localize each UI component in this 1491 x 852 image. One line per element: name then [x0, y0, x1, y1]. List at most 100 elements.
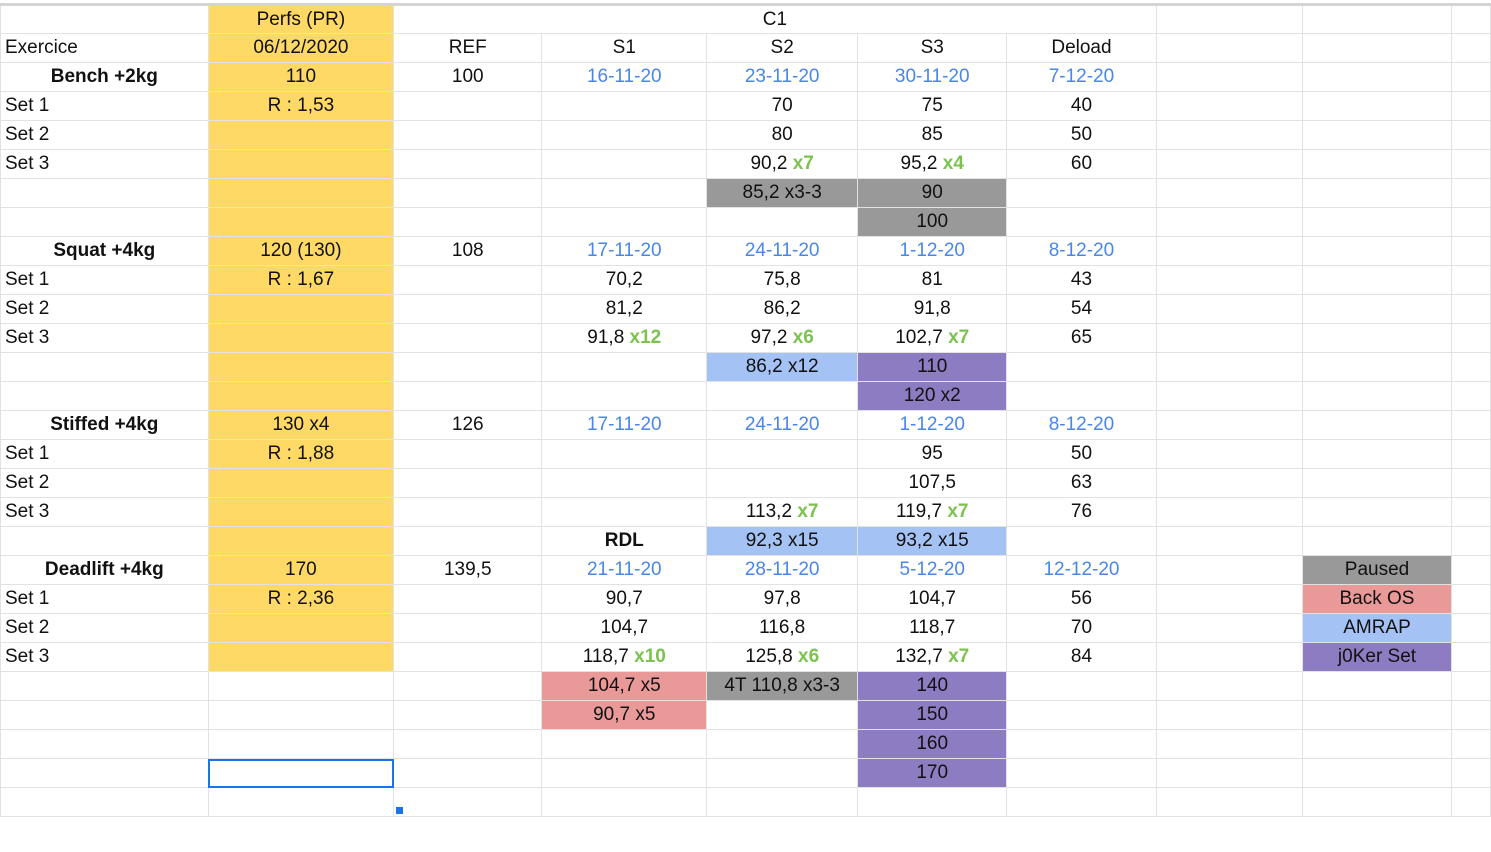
cell-C21[interactable]: [393, 584, 543, 614]
cell-I25[interactable]: [1301, 700, 1453, 730]
cell-F25[interactable]: 150: [857, 700, 1008, 730]
cell-B4[interactable]: R : 1,53: [207, 91, 395, 121]
cell-F23[interactable]: 132,7 x7: [857, 642, 1008, 672]
cell-G24[interactable]: [1006, 671, 1157, 701]
cell-C23[interactable]: [393, 642, 543, 672]
cell-E13[interactable]: 86,2 x12: [706, 352, 859, 382]
cell-H18[interactable]: [1155, 497, 1303, 527]
cell-A22[interactable]: Set 2: [0, 613, 209, 643]
cell-H13[interactable]: [1155, 352, 1303, 382]
cell-I15[interactable]: [1301, 410, 1453, 440]
cell-E24[interactable]: 4T 110,8 x3-3: [706, 671, 859, 701]
cell-G26[interactable]: [1006, 729, 1157, 759]
cell-J21[interactable]: [1451, 584, 1491, 614]
cell-A25[interactable]: [0, 700, 209, 730]
cell-I28[interactable]: [1301, 787, 1453, 817]
cell-C17[interactable]: [393, 468, 543, 498]
cell-G19[interactable]: [1006, 526, 1157, 556]
cell-G13[interactable]: [1006, 352, 1157, 382]
cell-G6[interactable]: 60: [1006, 149, 1157, 179]
cell-F6[interactable]: 95,2 x4: [857, 149, 1008, 179]
cell-G18[interactable]: 76: [1006, 497, 1157, 527]
cell-D10[interactable]: 70,2: [541, 265, 708, 295]
cell-H22[interactable]: [1155, 613, 1303, 643]
cell-I21[interactable]: Back OS: [1301, 584, 1453, 614]
cell-D26[interactable]: [541, 729, 708, 759]
cell-D21[interactable]: 90,7: [541, 584, 708, 614]
cell-C28[interactable]: [393, 787, 543, 817]
cell-B16[interactable]: R : 1,88: [207, 439, 395, 469]
cell-B6[interactable]: [207, 149, 395, 179]
cell-I3[interactable]: [1301, 62, 1453, 92]
cell-F27[interactable]: 170: [857, 758, 1008, 788]
cell-G5[interactable]: 50: [1006, 120, 1157, 150]
cell-B8[interactable]: [207, 207, 395, 237]
cell-I22[interactable]: AMRAP: [1301, 613, 1453, 643]
cell-I12[interactable]: [1301, 323, 1453, 353]
cell-I19[interactable]: [1301, 526, 1453, 556]
cell-F16[interactable]: 95: [857, 439, 1008, 469]
cell-I23[interactable]: j0Ker Set: [1301, 642, 1453, 672]
cell-F13[interactable]: 110: [857, 352, 1008, 382]
cell-E2[interactable]: S2: [706, 33, 859, 63]
cell-A5[interactable]: Set 2: [0, 120, 209, 150]
cell-C20[interactable]: 139,5: [393, 555, 543, 585]
cell-G15[interactable]: 8-12-20: [1006, 410, 1157, 440]
cell-D12[interactable]: 91,8 x12: [541, 323, 708, 353]
cell-I8[interactable]: [1301, 207, 1453, 237]
cell-D25[interactable]: 90,7 x5: [541, 700, 708, 730]
cell-E8[interactable]: [706, 207, 859, 237]
cell-A17[interactable]: Set 2: [0, 468, 209, 498]
cell-A13[interactable]: [0, 352, 209, 382]
cell-F9[interactable]: 1-12-20: [857, 236, 1008, 266]
cell-D8[interactable]: [541, 207, 708, 237]
cell-A12[interactable]: Set 3: [0, 323, 209, 353]
cell-D18[interactable]: [541, 497, 708, 527]
cell-E22[interactable]: 116,8: [706, 613, 859, 643]
cell-I5[interactable]: [1301, 120, 1453, 150]
cell-A14[interactable]: [0, 381, 209, 411]
cell-F8[interactable]: 100: [857, 207, 1008, 237]
cell-H12[interactable]: [1155, 323, 1303, 353]
cell-D6[interactable]: [541, 149, 708, 179]
cell-C5[interactable]: [393, 120, 543, 150]
cell-G4[interactable]: 40: [1006, 91, 1157, 121]
cell-F22[interactable]: 118,7: [857, 613, 1008, 643]
cell-J24[interactable]: [1451, 671, 1491, 701]
cell-C2[interactable]: REF: [393, 33, 543, 63]
cell-E16[interactable]: [706, 439, 859, 469]
cell-B24[interactable]: [207, 671, 395, 701]
cell-B18[interactable]: [207, 497, 395, 527]
cell-F17[interactable]: 107,5: [857, 468, 1008, 498]
cell-E17[interactable]: [706, 468, 859, 498]
cell-G20[interactable]: 12-12-20: [1006, 555, 1157, 585]
cell-J4[interactable]: [1451, 91, 1491, 121]
cell-F18[interactable]: 119,7 x7: [857, 497, 1008, 527]
cell-C7[interactable]: [393, 178, 543, 208]
cell-E9[interactable]: 24-11-20: [706, 236, 859, 266]
cell-A18[interactable]: Set 3: [0, 497, 209, 527]
cell-E25[interactable]: [706, 700, 859, 730]
cell-F28[interactable]: [857, 787, 1008, 817]
cell-G8[interactable]: [1006, 207, 1157, 237]
cell-H5[interactable]: [1155, 120, 1303, 150]
cell-G12[interactable]: 65: [1006, 323, 1157, 353]
cell-J14[interactable]: [1451, 381, 1491, 411]
cell-F11[interactable]: 91,8: [857, 294, 1008, 324]
cell-J11[interactable]: [1451, 294, 1491, 324]
cell-G10[interactable]: 43: [1006, 265, 1157, 295]
cell-C24[interactable]: [393, 671, 543, 701]
cell-G9[interactable]: 8-12-20: [1006, 236, 1157, 266]
cell-B22[interactable]: [207, 613, 395, 643]
cell-H9[interactable]: [1155, 236, 1303, 266]
cell-E21[interactable]: 97,8: [706, 584, 859, 614]
cell-J7[interactable]: [1451, 178, 1491, 208]
cell-D27[interactable]: [541, 758, 708, 788]
cell-H16[interactable]: [1155, 439, 1303, 469]
cell-D2[interactable]: S1: [541, 33, 708, 63]
cell-C14[interactable]: [393, 381, 543, 411]
cell-H10[interactable]: [1155, 265, 1303, 295]
cell-I13[interactable]: [1301, 352, 1453, 382]
cell-B17[interactable]: [207, 468, 395, 498]
cell-I6[interactable]: [1301, 149, 1453, 179]
